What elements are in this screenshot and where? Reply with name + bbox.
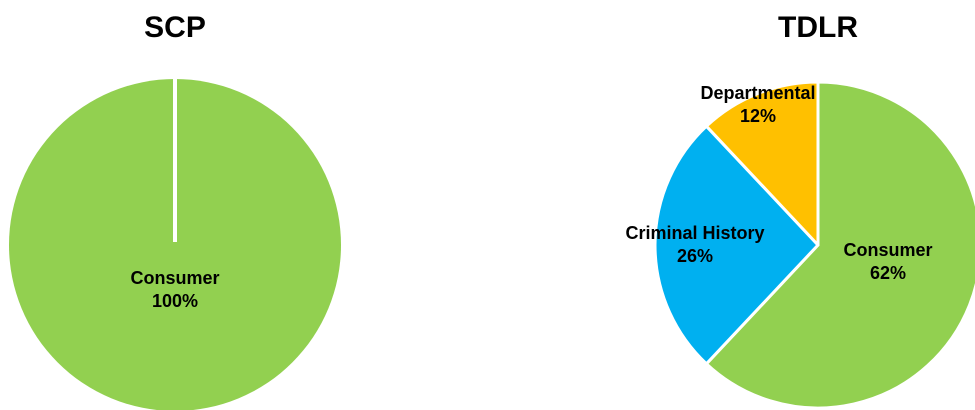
scp-consumer-percent-label: 100% [152,291,198,311]
tdlr-criminal-history-category-label: Criminal History [625,223,764,243]
tdlr-chart-title: TDLR [778,11,858,44]
tdlr-departmental-percent-label: 12% [740,106,776,126]
tdlr-consumer-category-label: Consumer [843,240,932,260]
tdlr-criminal-history-percent-label: 26% [677,246,713,266]
tdlr-slice-consumer [704,80,975,410]
scp-consumer-category-label: Consumer [130,268,219,288]
scp-chart-title: SCP [144,11,206,44]
tdlr-departmental-category-label: Departmental [700,83,815,103]
tdlr-consumer-percent-label: 62% [870,263,906,283]
scp-pie-chart: SCP Consumer 100% [9,11,341,410]
tdlr-slice-criminal-history [653,124,820,366]
tdlr-pie-chart: TDLR Consumer 62% Criminal History 26% Depar… [625,11,975,410]
scp-slice-consumer [9,79,341,410]
tdlr-slice-departmental [704,80,820,247]
